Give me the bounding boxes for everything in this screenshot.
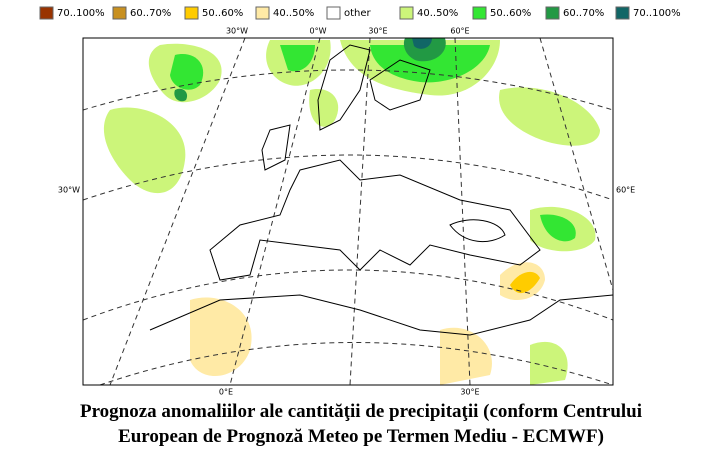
coastline [369, 59, 431, 111]
graticule [83, 69, 613, 111]
legend-label: other [344, 8, 372, 19]
anomaly-area [510, 271, 540, 294]
anomaly-area [174, 88, 188, 102]
map-frame [82, 37, 614, 386]
legend-swatch [112, 6, 127, 20]
legend: 70..100% 60..70% 50..60% 40..50% other 40..50… [39, 6, 681, 20]
legend-label: 70..100% [633, 8, 681, 19]
graticule [83, 154, 613, 201]
graticule [229, 38, 321, 385]
legend-swatch [326, 6, 341, 20]
coordinate-label: 0°E [219, 388, 233, 397]
legend-label: 60..70% [130, 8, 171, 19]
caption-line: European de Prognoză Meteo pe Termen Med… [118, 426, 604, 447]
coordinate-label: 30°E [460, 388, 479, 397]
anomaly-area [412, 38, 432, 49]
legend-swatch [399, 6, 414, 20]
map-area [83, 38, 613, 385]
graticule [99, 342, 613, 385]
caption-line: Prognoza anomaliilor ale cantităţii de p… [80, 401, 642, 422]
graticule [539, 38, 613, 291]
anomaly-area [170, 54, 204, 90]
graticule [109, 38, 246, 385]
anomaly-area [103, 107, 186, 194]
legend-label: 40..50% [417, 8, 458, 19]
legend-label: 60..70% [563, 8, 604, 19]
legend-swatch [545, 6, 560, 20]
anomaly-area [530, 341, 568, 385]
coastline [209, 159, 541, 281]
legend-label: 70..100% [57, 8, 105, 19]
coordinate-label: 0°W [310, 27, 327, 36]
anomaly-area [370, 45, 490, 83]
coordinate-label: 30°W [226, 27, 248, 36]
anomaly-area [440, 327, 492, 385]
legend-swatch [472, 6, 487, 20]
legend-label: 40..50% [273, 8, 314, 19]
anomaly-area [309, 89, 339, 127]
coastline [449, 219, 506, 243]
anomaly-area [280, 45, 315, 72]
graticule [454, 38, 471, 385]
coastline [261, 124, 291, 171]
graticule [349, 38, 371, 385]
coordinate-label: 60°E [616, 186, 635, 195]
legend-swatch [39, 6, 54, 20]
legend-swatch [184, 6, 199, 20]
legend-swatch [255, 6, 270, 20]
legend-label: 50..60% [490, 8, 531, 19]
anomaly-area [499, 87, 600, 146]
coordinate-label: 30°W [58, 186, 80, 195]
graticule [83, 269, 613, 321]
coordinate-label: 60°E [450, 27, 469, 36]
anomaly-area [540, 214, 576, 242]
coastline [317, 44, 371, 131]
coordinate-label: 30°E [368, 27, 387, 36]
coastline [149, 294, 613, 336]
legend-label: 50..60% [202, 8, 243, 19]
legend-swatch [615, 6, 630, 20]
